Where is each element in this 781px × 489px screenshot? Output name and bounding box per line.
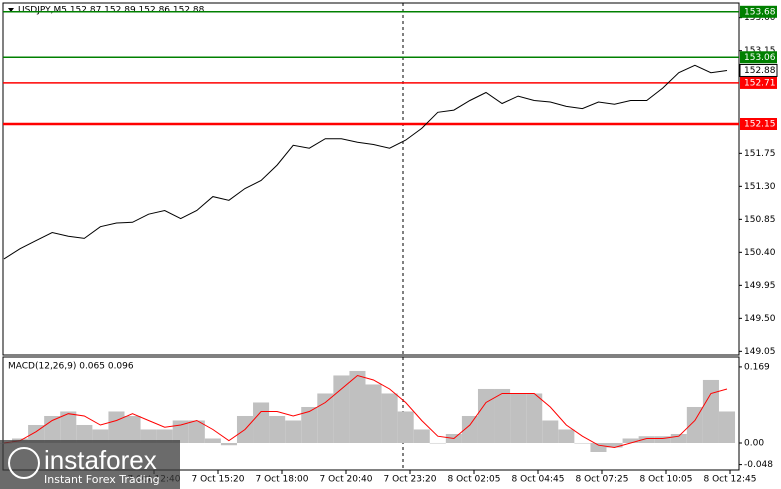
logo: instaforex Instant Forex Trading bbox=[0, 440, 180, 489]
histogram-bar bbox=[204, 438, 221, 443]
logo-icon bbox=[8, 447, 40, 479]
histogram-bar bbox=[349, 370, 366, 443]
macd-title: MACD(12,26,9) 0.065 0.096 bbox=[8, 362, 134, 372]
histogram-bar bbox=[60, 411, 77, 443]
x-tick-label: 7 Oct 18:00 bbox=[256, 475, 309, 485]
histogram-bar bbox=[574, 442, 591, 444]
histogram-bar bbox=[188, 420, 205, 443]
histogram-bar bbox=[622, 438, 639, 443]
histogram-bar bbox=[686, 406, 703, 443]
price-panel bbox=[2, 2, 740, 356]
histogram-bar bbox=[702, 379, 719, 443]
x-tick-label: 8 Oct 02:05 bbox=[448, 475, 501, 485]
logo-slogan: Instant Forex Trading bbox=[44, 473, 160, 486]
histogram-bar bbox=[269, 415, 286, 443]
histogram-bar bbox=[285, 420, 302, 443]
level-tag bbox=[740, 76, 777, 89]
y-tick-label: 151.75 bbox=[744, 149, 776, 159]
last-price-tag bbox=[739, 63, 778, 77]
histogram-bar bbox=[76, 424, 93, 443]
level-tag bbox=[740, 5, 777, 18]
histogram-bar bbox=[526, 393, 543, 443]
histogram-bar bbox=[253, 402, 270, 443]
histogram-bar bbox=[220, 442, 237, 446]
histogram-bar bbox=[510, 393, 527, 443]
y-tick-label: 150.85 bbox=[744, 215, 776, 225]
histogram-bar bbox=[670, 433, 687, 443]
macd-panel bbox=[2, 356, 740, 471]
x-tick-label: 7 Oct 23:20 bbox=[384, 475, 437, 485]
histogram-bar bbox=[429, 442, 446, 444]
x-tick-label: 7 Oct 15:20 bbox=[192, 475, 245, 485]
histogram-bar bbox=[413, 429, 430, 443]
histogram-bar bbox=[333, 375, 350, 443]
level-label: 153.06 bbox=[744, 53, 776, 63]
symbol-marker bbox=[8, 8, 14, 12]
histogram-bar bbox=[718, 411, 736, 443]
signal-line bbox=[3, 374, 728, 449]
y-tick-label: 151.30 bbox=[744, 182, 776, 192]
histogram-bar bbox=[606, 442, 623, 448]
histogram-bar bbox=[477, 388, 495, 443]
level-tag bbox=[740, 118, 777, 130]
histogram-bar bbox=[381, 393, 398, 443]
histogram-bar bbox=[397, 411, 414, 443]
histogram-bar bbox=[140, 429, 157, 443]
last-price-label: 152.88 bbox=[744, 66, 776, 76]
level-label: 152.15 bbox=[744, 120, 776, 130]
y-tick-label: 150.40 bbox=[744, 248, 776, 258]
histogram-bar bbox=[92, 429, 109, 443]
x-tick-label: 8 Oct 10:05 bbox=[640, 475, 693, 485]
histogram-bar bbox=[542, 420, 559, 443]
histogram-bar bbox=[124, 415, 141, 443]
level-tag bbox=[740, 51, 777, 64]
x-tick-label: 8 Oct 12:45 bbox=[704, 475, 757, 485]
histogram-bar bbox=[156, 429, 173, 443]
x-tick-label: 8 Oct 07:25 bbox=[576, 475, 629, 485]
histogram-bar bbox=[590, 442, 607, 452]
logo-bg bbox=[0, 440, 180, 489]
histogram-bar bbox=[654, 436, 671, 443]
histogram-bar bbox=[558, 429, 575, 443]
histogram-bar bbox=[317, 393, 334, 443]
level-label: 152.71 bbox=[744, 78, 776, 88]
y-tick-label: 149.95 bbox=[744, 281, 776, 291]
price-line bbox=[3, 64, 728, 260]
x-tick-label: 7 Oct 20:40 bbox=[320, 475, 373, 485]
x-tick-label: 8 Oct 04:45 bbox=[512, 475, 565, 485]
histogram-bar bbox=[461, 415, 478, 443]
level-label: 153.68 bbox=[744, 7, 776, 17]
y-tick-label: 149.05 bbox=[744, 347, 776, 357]
y-tick-label: 153.15 bbox=[744, 46, 776, 56]
histogram-bar bbox=[301, 406, 318, 443]
histogram-bar bbox=[108, 411, 125, 443]
logo-brand: instaforex bbox=[44, 445, 157, 475]
histogram-bar bbox=[172, 420, 189, 443]
histogram-bar bbox=[638, 436, 655, 443]
histogram-bar bbox=[494, 388, 511, 443]
price-title: USDJPY,M5 152.87 152.89 152.86 152.88 bbox=[18, 6, 205, 16]
y-tick-label: 0.00 bbox=[744, 438, 764, 448]
histogram-bar bbox=[365, 384, 382, 443]
y-tick-label: 149.50 bbox=[744, 314, 776, 324]
y-tick-label: 153.60 bbox=[744, 13, 776, 23]
y-tick-label: -0.048 bbox=[744, 460, 773, 470]
y-tick-label: 0.169 bbox=[744, 362, 770, 372]
